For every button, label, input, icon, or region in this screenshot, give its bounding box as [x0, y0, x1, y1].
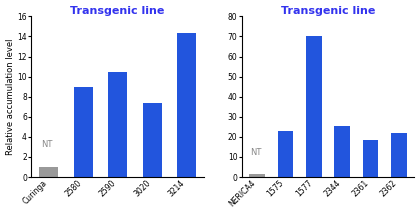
- Text: NT: NT: [250, 148, 262, 157]
- Bar: [74, 87, 92, 177]
- Bar: [143, 103, 162, 177]
- Bar: [334, 126, 350, 177]
- Bar: [177, 33, 196, 177]
- Title: Transgenic line: Transgenic line: [281, 6, 375, 16]
- Title: Transgenic line: Transgenic line: [71, 6, 165, 16]
- Bar: [108, 71, 127, 177]
- Bar: [39, 167, 58, 177]
- Bar: [278, 131, 293, 177]
- Y-axis label: Relative accumulation level: Relative accumulation level: [5, 39, 15, 155]
- Text: NT: NT: [41, 140, 52, 149]
- Bar: [363, 140, 378, 177]
- Bar: [391, 133, 407, 177]
- Bar: [306, 36, 322, 177]
- Bar: [249, 174, 265, 177]
